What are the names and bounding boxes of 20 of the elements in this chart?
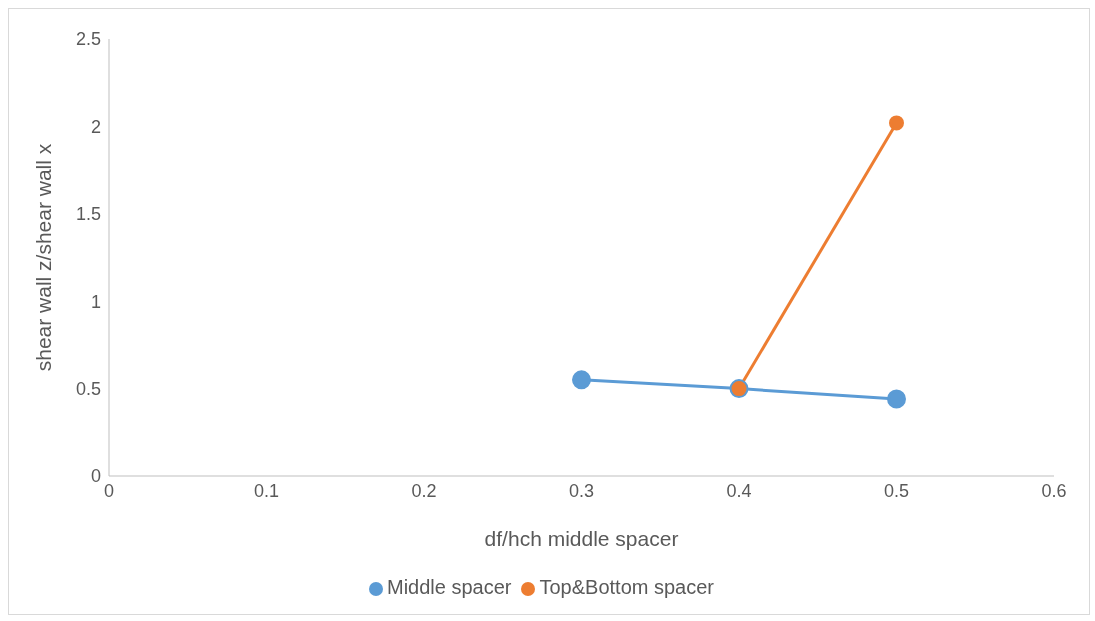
x-axis-title: df/hch middle spacer (484, 527, 679, 550)
x-tick-label: 0.3 (568, 480, 595, 501)
point (887, 389, 906, 409)
y-tick-label: 0.5 (75, 378, 101, 399)
legend-label: Middle spacer (386, 576, 512, 598)
x-tick-label: 0.1 (253, 480, 280, 501)
x-tick-label: 0.5 (883, 480, 910, 501)
x-tick-label: 0.6 (1041, 480, 1067, 501)
y-axis-title: shear wall z/shear wall x (32, 143, 56, 372)
y-tick-label: 1.5 (75, 204, 101, 225)
y-tick-label: 0 (90, 466, 101, 487)
y-tick-label: 2 (90, 116, 101, 137)
point (572, 370, 591, 390)
point (889, 115, 904, 131)
x-tick-label: 0.4 (726, 480, 752, 501)
x-tick-label: 0.2 (411, 480, 437, 501)
x-tick-label: 0 (103, 480, 115, 501)
y-tick-label: 1 (90, 291, 101, 312)
legend-label: Top&Bottom spacer (539, 576, 715, 598)
y-tick-label: 2.5 (75, 29, 101, 50)
